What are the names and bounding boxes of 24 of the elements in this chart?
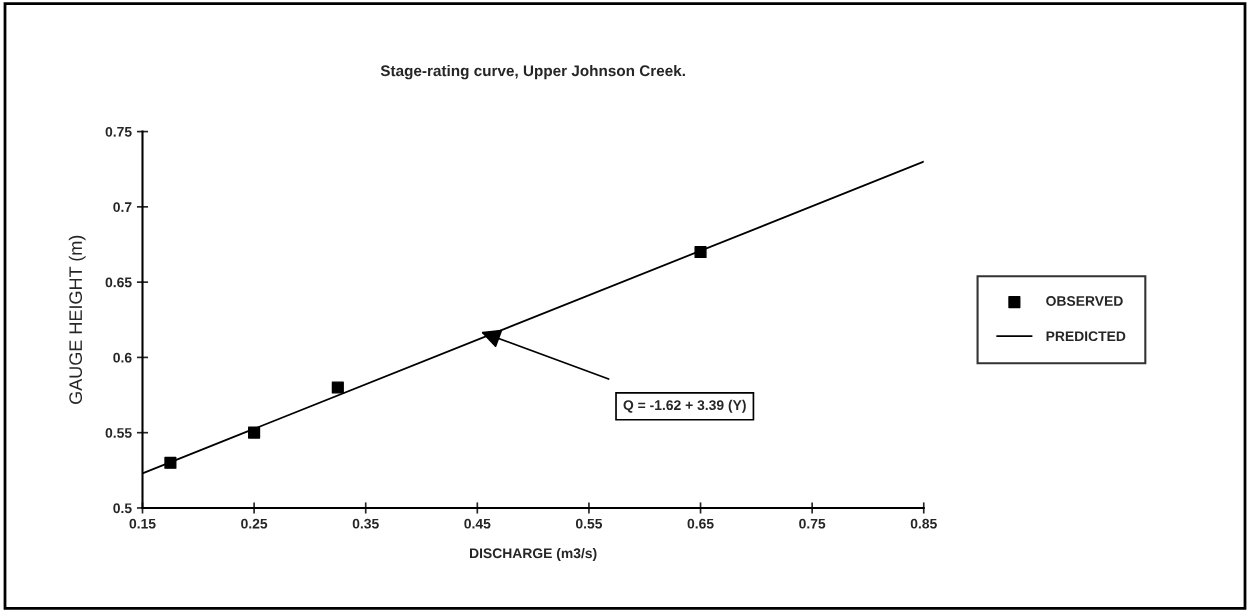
point — [248, 426, 261, 439]
y-tick-label: 0.55 — [105, 428, 132, 438]
y-tick-label: 0.6 — [113, 352, 132, 363]
x-tick-label: 0.65 — [687, 518, 714, 529]
x-tick-label: 0.85 — [910, 518, 937, 529]
legend-label: OBSERVED — [1046, 296, 1123, 306]
x-tick-label: 0.15 — [129, 518, 156, 529]
y-tick-label: 0.65 — [105, 277, 132, 288]
legend-label: PREDICTED — [1046, 331, 1126, 342]
y-axis-title: GAUGE HEIGHT (m) — [68, 235, 86, 404]
point — [694, 245, 707, 259]
x-tick-label: 0.35 — [352, 518, 379, 529]
x-tick-label: 0.75 — [799, 518, 826, 529]
chart-title: Stage-rating curve, Upper Johnson Creek. — [380, 64, 685, 80]
point — [164, 456, 177, 469]
annotation: Q = -1.62 + 3.39 (Y) — [623, 399, 746, 413]
y-tick-label: 0.75 — [105, 126, 132, 137]
y-tick-label: 0.7 — [113, 202, 132, 213]
x-tick-label: 0.25 — [241, 518, 268, 529]
y-tick-label: 0.5 — [113, 503, 132, 514]
x-tick-label: 0.45 — [464, 518, 491, 529]
x-tick-label: 0.55 — [575, 518, 603, 529]
x-axis-title: DISCHARGE (m3/s) — [470, 547, 597, 561]
point — [331, 381, 344, 394]
